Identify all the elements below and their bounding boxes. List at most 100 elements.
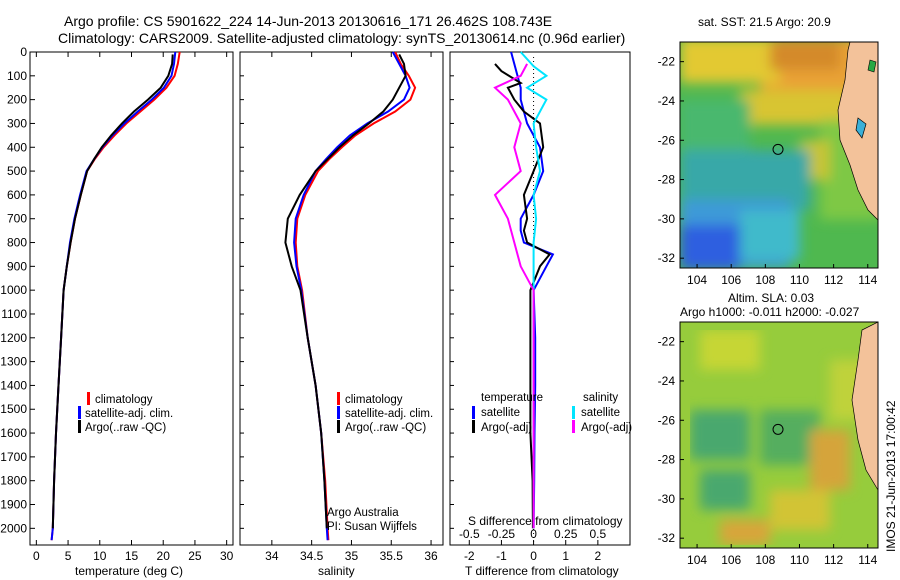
diff-line-temperature-argo--adj- <box>494 63 552 529</box>
legend-swatch-climatology <box>87 392 90 405</box>
x-tick-label: 0 <box>33 549 40 563</box>
sla-map-frame <box>679 321 879 549</box>
x-tick-label: 20 <box>157 549 171 563</box>
t-diff-tick-label: -2 <box>464 549 475 563</box>
sst-map: sat. SST: 21.5 Argo: 20.9 <box>679 15 879 269</box>
map-axes-ticks: 104 106 108 110 112 114 -22 -24 -26 -28 -30 -32 104 1… <box>658 55 878 567</box>
map-x-tick-label: 108 <box>755 273 775 287</box>
legend-swatch-s-satellite <box>572 406 575 419</box>
difference-legend: temperature salinity satellite Argo(-adj… <box>472 392 632 434</box>
map-y-tick-label: -24 <box>658 374 676 388</box>
legend-label-satellite: satellite-adj. clim. <box>345 408 433 420</box>
sla-map-subtitle: Argo h1000: -0.011 h2000: -0.027 <box>680 305 860 319</box>
x-tick-label: 5 <box>65 549 72 563</box>
x-tick-label: 25 <box>188 549 202 563</box>
depth-tick-label: 1000 <box>0 283 27 297</box>
map-y-tick-label: -32 <box>658 531 676 545</box>
x-tick-label: 30 <box>220 549 234 563</box>
side-label: IMOS 21-Jun-2013 17:00:42 <box>884 400 898 552</box>
map-x-tick-label: 104 <box>687 273 707 287</box>
sst-argo-marker <box>772 143 784 155</box>
series-line-satellite-adj--clim- <box>50 51 177 541</box>
annotation-line-2: PI: Susan Wijffels <box>327 521 417 533</box>
depth-tick-label: 1300 <box>0 355 27 369</box>
temperature-xlabel: temperature (deg C) <box>75 564 183 578</box>
temperature-panel-frame <box>29 51 234 546</box>
map-x-tick-label: 110 <box>790 553 809 567</box>
s-diff-tick-label: 0.25 <box>554 527 578 541</box>
map-x-tick-label: 106 <box>721 553 741 567</box>
depth-tick-label: 1800 <box>0 474 27 488</box>
diff-line-salinity-argo--adj- <box>493 63 535 529</box>
depth-tick-label: 1400 <box>0 378 27 392</box>
depth-tick-label: 1700 <box>0 450 27 464</box>
x-tick-label: 34 <box>265 549 279 563</box>
depth-tick-label: 2000 <box>0 521 27 535</box>
legend-swatch-t-satellite <box>472 406 475 419</box>
map-x-tick-label: 110 <box>790 273 809 287</box>
depth-tick-label: 400 <box>7 140 27 154</box>
x-tick-label: 10 <box>93 549 107 563</box>
legend-swatch-climatology <box>337 392 340 405</box>
legend-label-t-satellite: satellite <box>481 407 520 419</box>
legend-heading-temperature: temperature <box>481 392 543 404</box>
map-y-tick-label: -24 <box>658 94 676 108</box>
x-tick-label: 34.5 <box>300 549 324 563</box>
s-diff-tick-label: 0.5 <box>590 527 607 541</box>
t-difference-label: T difference from climatology <box>465 564 619 578</box>
depth-tick-label: 500 <box>7 164 27 178</box>
series-line-argo---raw--qc- <box>51 54 174 529</box>
depth-tick-label: 0 <box>20 45 27 59</box>
depth-tick-label: 200 <box>7 93 27 107</box>
header-line-2: Climatology: CARS2009. Satellite-adjuste… <box>58 30 625 46</box>
x-tick-label: 35.5 <box>380 549 404 563</box>
depth-tick-label: 700 <box>7 212 27 226</box>
map-y-tick-label: -30 <box>658 492 676 506</box>
legend-label-climatology: climatology <box>345 394 403 406</box>
sst-island <box>855 117 867 139</box>
difference-panel-frame <box>449 51 631 546</box>
sla-map-title: Altim. SLA: 0.03 <box>728 291 814 305</box>
series-line-satellite-adj--clim- <box>293 51 411 541</box>
depth-tick-label: 300 <box>7 116 27 130</box>
map-y-tick-label: -28 <box>658 173 676 187</box>
legend-swatch-s-argo <box>572 420 575 433</box>
salinity-legend: climatology satellite-adj. clim. Argo(..… <box>327 392 433 533</box>
x-tick-label: 15 <box>125 549 139 563</box>
s-diff-tick-label: -0.5 <box>459 527 480 541</box>
legend-swatch-t-argo <box>472 420 475 433</box>
map-x-tick-label: 112 <box>824 553 843 567</box>
t-diff-tick-label: 2 <box>595 549 602 563</box>
map-x-tick-label: 104 <box>687 553 707 567</box>
depth-tick-label: 1100 <box>1 307 27 321</box>
map-y-tick-label: -32 <box>658 251 676 265</box>
legend-swatch-satellite <box>78 406 81 419</box>
map-x-tick-label: 112 <box>824 273 843 287</box>
depth-tick-label: 1600 <box>0 426 27 440</box>
legend-label-t-argo: Argo(-adj) <box>481 422 532 434</box>
legend-label-argo: Argo(..raw -QC) <box>85 422 166 434</box>
map-y-tick-label: -26 <box>658 413 676 427</box>
depth-tick-label: 100 <box>7 69 27 83</box>
map-y-tick-label: -30 <box>658 212 676 226</box>
map-y-tick-label: -22 <box>658 335 676 349</box>
sst-map-title: sat. SST: 21.5 Argo: 20.9 <box>698 15 831 29</box>
depth-tick-label: 1500 <box>0 402 27 416</box>
sst-map-frame <box>679 41 879 269</box>
map-y-tick-label: -26 <box>658 133 676 147</box>
map-y-tick-label: -28 <box>658 453 676 467</box>
s-difference-label: S difference from climatology <box>468 514 623 528</box>
legend-label-s-argo: Argo(-adj) <box>581 422 632 434</box>
legend-swatch-satellite <box>337 406 340 419</box>
sla-map: Altim. SLA: 0.03 Argo h1000: -0.011 h200… <box>679 291 879 549</box>
legend-swatch-argo <box>78 420 81 433</box>
series-line-climatology <box>294 51 417 541</box>
map-x-tick-label: 106 <box>721 273 741 287</box>
x-tick-label: 35 <box>345 549 359 563</box>
series-line-climatology <box>50 51 181 541</box>
map-y-tick-label: -22 <box>658 55 676 69</box>
depth-tick-label: 800 <box>7 236 27 250</box>
temperature-legend: climatology satellite-adj. clim. Argo(..… <box>78 392 173 434</box>
legend-label-satellite: satellite-adj. clim. <box>85 408 173 420</box>
sla-coastline <box>851 322 878 491</box>
